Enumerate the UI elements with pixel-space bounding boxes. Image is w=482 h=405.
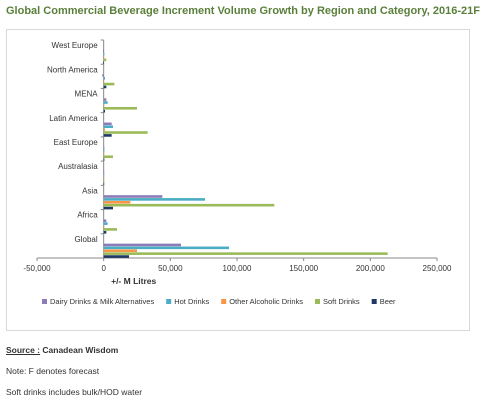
bar xyxy=(103,79,104,83)
bar xyxy=(103,252,388,255)
bar xyxy=(103,55,104,59)
note-soft-drinks: Soft drinks includes bulk/HOD water xyxy=(6,387,143,397)
category-label: MENA xyxy=(75,90,99,99)
bar xyxy=(103,49,104,53)
bar xyxy=(103,52,105,56)
x-tick-label: 0 xyxy=(101,264,106,273)
bar xyxy=(103,107,137,110)
note-forecast: Note: F denotes forecast xyxy=(6,366,100,376)
bar xyxy=(103,195,163,198)
bar xyxy=(103,255,129,258)
chart-frame xyxy=(6,29,470,331)
bar xyxy=(103,246,229,250)
bar xyxy=(103,243,181,247)
bar xyxy=(103,176,105,180)
bar xyxy=(103,122,112,126)
bar xyxy=(103,104,105,107)
bar xyxy=(103,198,205,201)
source-value: Canadean Wisdom xyxy=(42,345,119,355)
source-line: Source : Canadean Wisdom xyxy=(6,345,118,355)
bar xyxy=(103,128,105,131)
legend-swatch xyxy=(315,299,320,304)
bar xyxy=(103,134,112,137)
legend-swatch xyxy=(221,299,227,304)
bar xyxy=(103,170,105,174)
legend-swatch xyxy=(166,299,172,304)
bar xyxy=(103,179,105,183)
bar xyxy=(103,131,148,134)
bar xyxy=(103,98,107,101)
bar xyxy=(103,76,105,80)
bar xyxy=(103,149,105,153)
bar xyxy=(103,155,113,159)
x-axis-label: +/- M Litres xyxy=(111,276,156,286)
category-label: Australasia xyxy=(58,162,98,171)
legend-label: Beer xyxy=(380,297,396,306)
bar xyxy=(103,225,105,228)
bar-chart: -50,000 0 50,000 100,000 150,000 200,000 250,0… xyxy=(23,39,452,306)
bar xyxy=(102,74,104,77)
legend-swatch xyxy=(371,299,377,304)
legend-label: Hot Drinks xyxy=(174,297,209,306)
category-label: West Europe xyxy=(52,41,99,50)
bar xyxy=(103,206,113,210)
source-label: Source : xyxy=(6,345,41,355)
bar xyxy=(103,101,108,104)
x-tick-label: 150,000 xyxy=(289,264,318,273)
bar xyxy=(103,173,105,177)
bar xyxy=(103,222,108,225)
bar xyxy=(103,85,107,89)
legend-swatch xyxy=(42,299,47,304)
bar xyxy=(103,58,107,62)
legend-label: Other Alcoholic Drinks xyxy=(229,297,303,306)
bar xyxy=(103,219,107,223)
bar xyxy=(103,228,117,231)
bar xyxy=(103,203,275,207)
x-tick-label: 100,000 xyxy=(223,264,252,273)
x-tick-label: 250,000 xyxy=(423,264,452,273)
bar xyxy=(103,182,105,186)
bar xyxy=(103,231,107,234)
bar xyxy=(103,200,131,204)
bar xyxy=(103,158,105,161)
category-label: Africa xyxy=(77,211,98,220)
bar xyxy=(103,249,137,253)
bar xyxy=(103,152,105,156)
x-tick-label: -50,000 xyxy=(23,264,51,273)
legend-label: Soft Drinks xyxy=(323,297,360,306)
chart-title: Global Commercial Beverage Increment Vol… xyxy=(6,5,480,17)
x-tick-label: 50,000 xyxy=(158,264,183,273)
category-label: East Europe xyxy=(54,138,99,147)
bar xyxy=(103,109,105,113)
category-label: Latin America xyxy=(49,114,98,123)
legend-label: Dairy Drinks & Milk Alternatives xyxy=(50,297,154,306)
bar xyxy=(103,146,105,150)
category-label: North America xyxy=(47,65,98,74)
bar xyxy=(103,61,104,65)
bar xyxy=(103,82,115,86)
category-label: Global xyxy=(75,235,98,244)
category-label: Asia xyxy=(82,186,98,195)
bar xyxy=(103,125,113,129)
x-tick-label: 200,000 xyxy=(356,264,385,273)
